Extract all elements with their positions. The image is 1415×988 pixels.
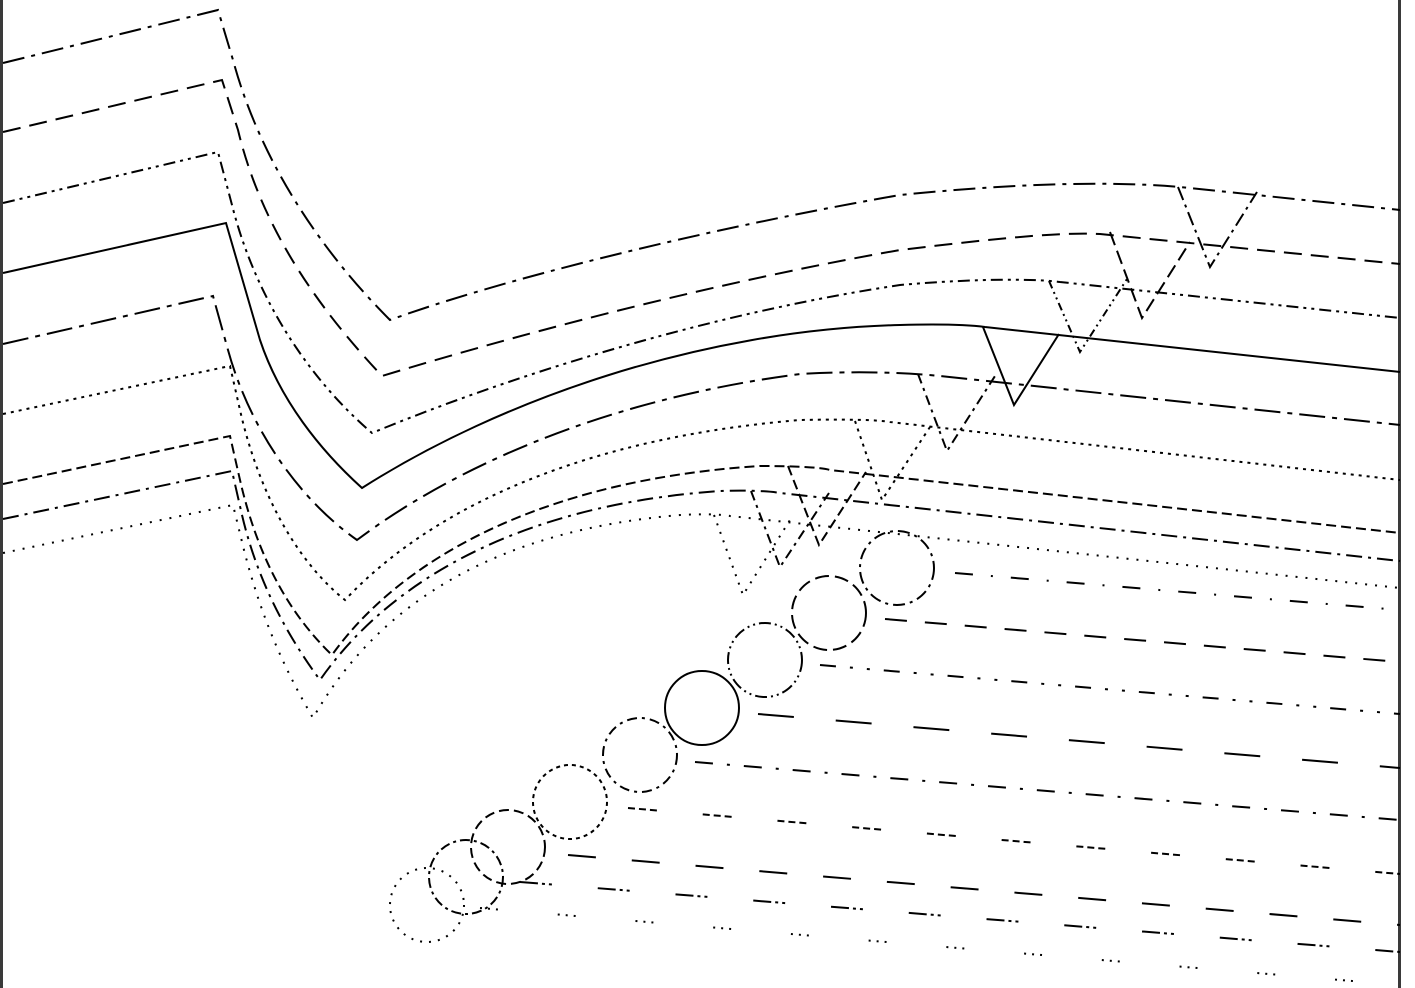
circle-7 (470, 809, 546, 885)
polyline-5 (2, 294, 1401, 542)
trailing-line-8 (519, 881, 1401, 953)
trailing-line-3 (819, 664, 1401, 715)
polyline-group (2, 8, 1401, 721)
polyline-6 (2, 364, 1401, 602)
v-marker-8 (750, 490, 830, 570)
v-marker-2 (1109, 231, 1191, 321)
v-marker-group (713, 186, 1258, 598)
polyline-1 (2, 8, 1401, 322)
polyline-9 (2, 503, 1401, 721)
polyline-7 (2, 434, 1401, 657)
trailing-line-1 (954, 572, 1401, 611)
polyline-8 (2, 469, 1401, 682)
circle-4 (664, 670, 740, 746)
trailing-line-4 (757, 713, 1401, 769)
trailing-line-2 (884, 618, 1401, 663)
v-marker-1 (1177, 186, 1258, 270)
circle-2 (791, 575, 867, 651)
trailing-line-group (479, 572, 1401, 986)
trailing-line-6 (627, 807, 1401, 875)
circle-9 (389, 867, 465, 943)
polyline-2 (2, 78, 1401, 378)
trailing-line-5 (694, 761, 1401, 821)
trailing-line-7 (567, 854, 1401, 926)
trailing-line-9 (479, 907, 1401, 986)
v-marker-6 (854, 420, 931, 503)
circle-8 (428, 839, 504, 915)
v-marker-4 (982, 326, 1060, 408)
circle-1 (859, 530, 935, 606)
v-marker-9 (713, 514, 791, 598)
polyline-3 (2, 150, 1401, 435)
circle-5 (602, 717, 678, 793)
circle-group (389, 530, 935, 943)
circle-6 (532, 764, 608, 840)
v-marker-7 (787, 465, 867, 548)
v-marker-5 (917, 373, 996, 454)
polyline-4 (2, 221, 1401, 490)
circle-3 (727, 622, 803, 698)
v-marker-3 (1048, 278, 1128, 355)
